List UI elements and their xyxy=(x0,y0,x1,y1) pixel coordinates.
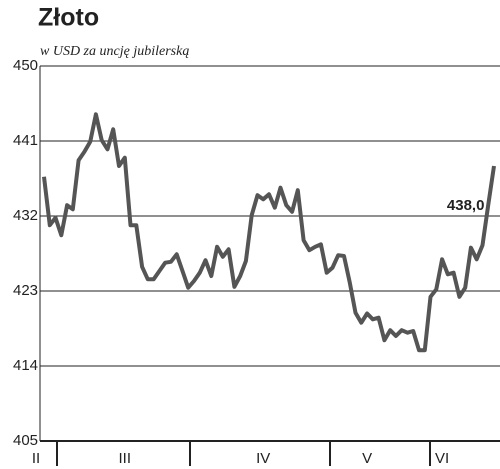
chart-subtitle: w USD za uncję jubilerską xyxy=(40,44,189,59)
line xyxy=(42,112,496,353)
y-tick-label: 450 xyxy=(13,57,38,74)
x-tick-label: IV xyxy=(256,450,270,467)
y-tick-label: 405 xyxy=(13,432,38,449)
y-tick-label: 432 xyxy=(13,207,38,224)
x-tick-label: III xyxy=(119,450,132,467)
data-label: 438,0 xyxy=(447,197,485,214)
x-tick-label: II xyxy=(32,450,40,467)
y-tick-label: 423 xyxy=(13,282,38,299)
chart-title: Złoto xyxy=(38,4,99,32)
y-tick-label: 441 xyxy=(13,132,38,149)
y-tick-label: 414 xyxy=(13,357,38,374)
x-tick-label: VI xyxy=(435,450,449,467)
x-tick-label: V xyxy=(362,450,372,467)
